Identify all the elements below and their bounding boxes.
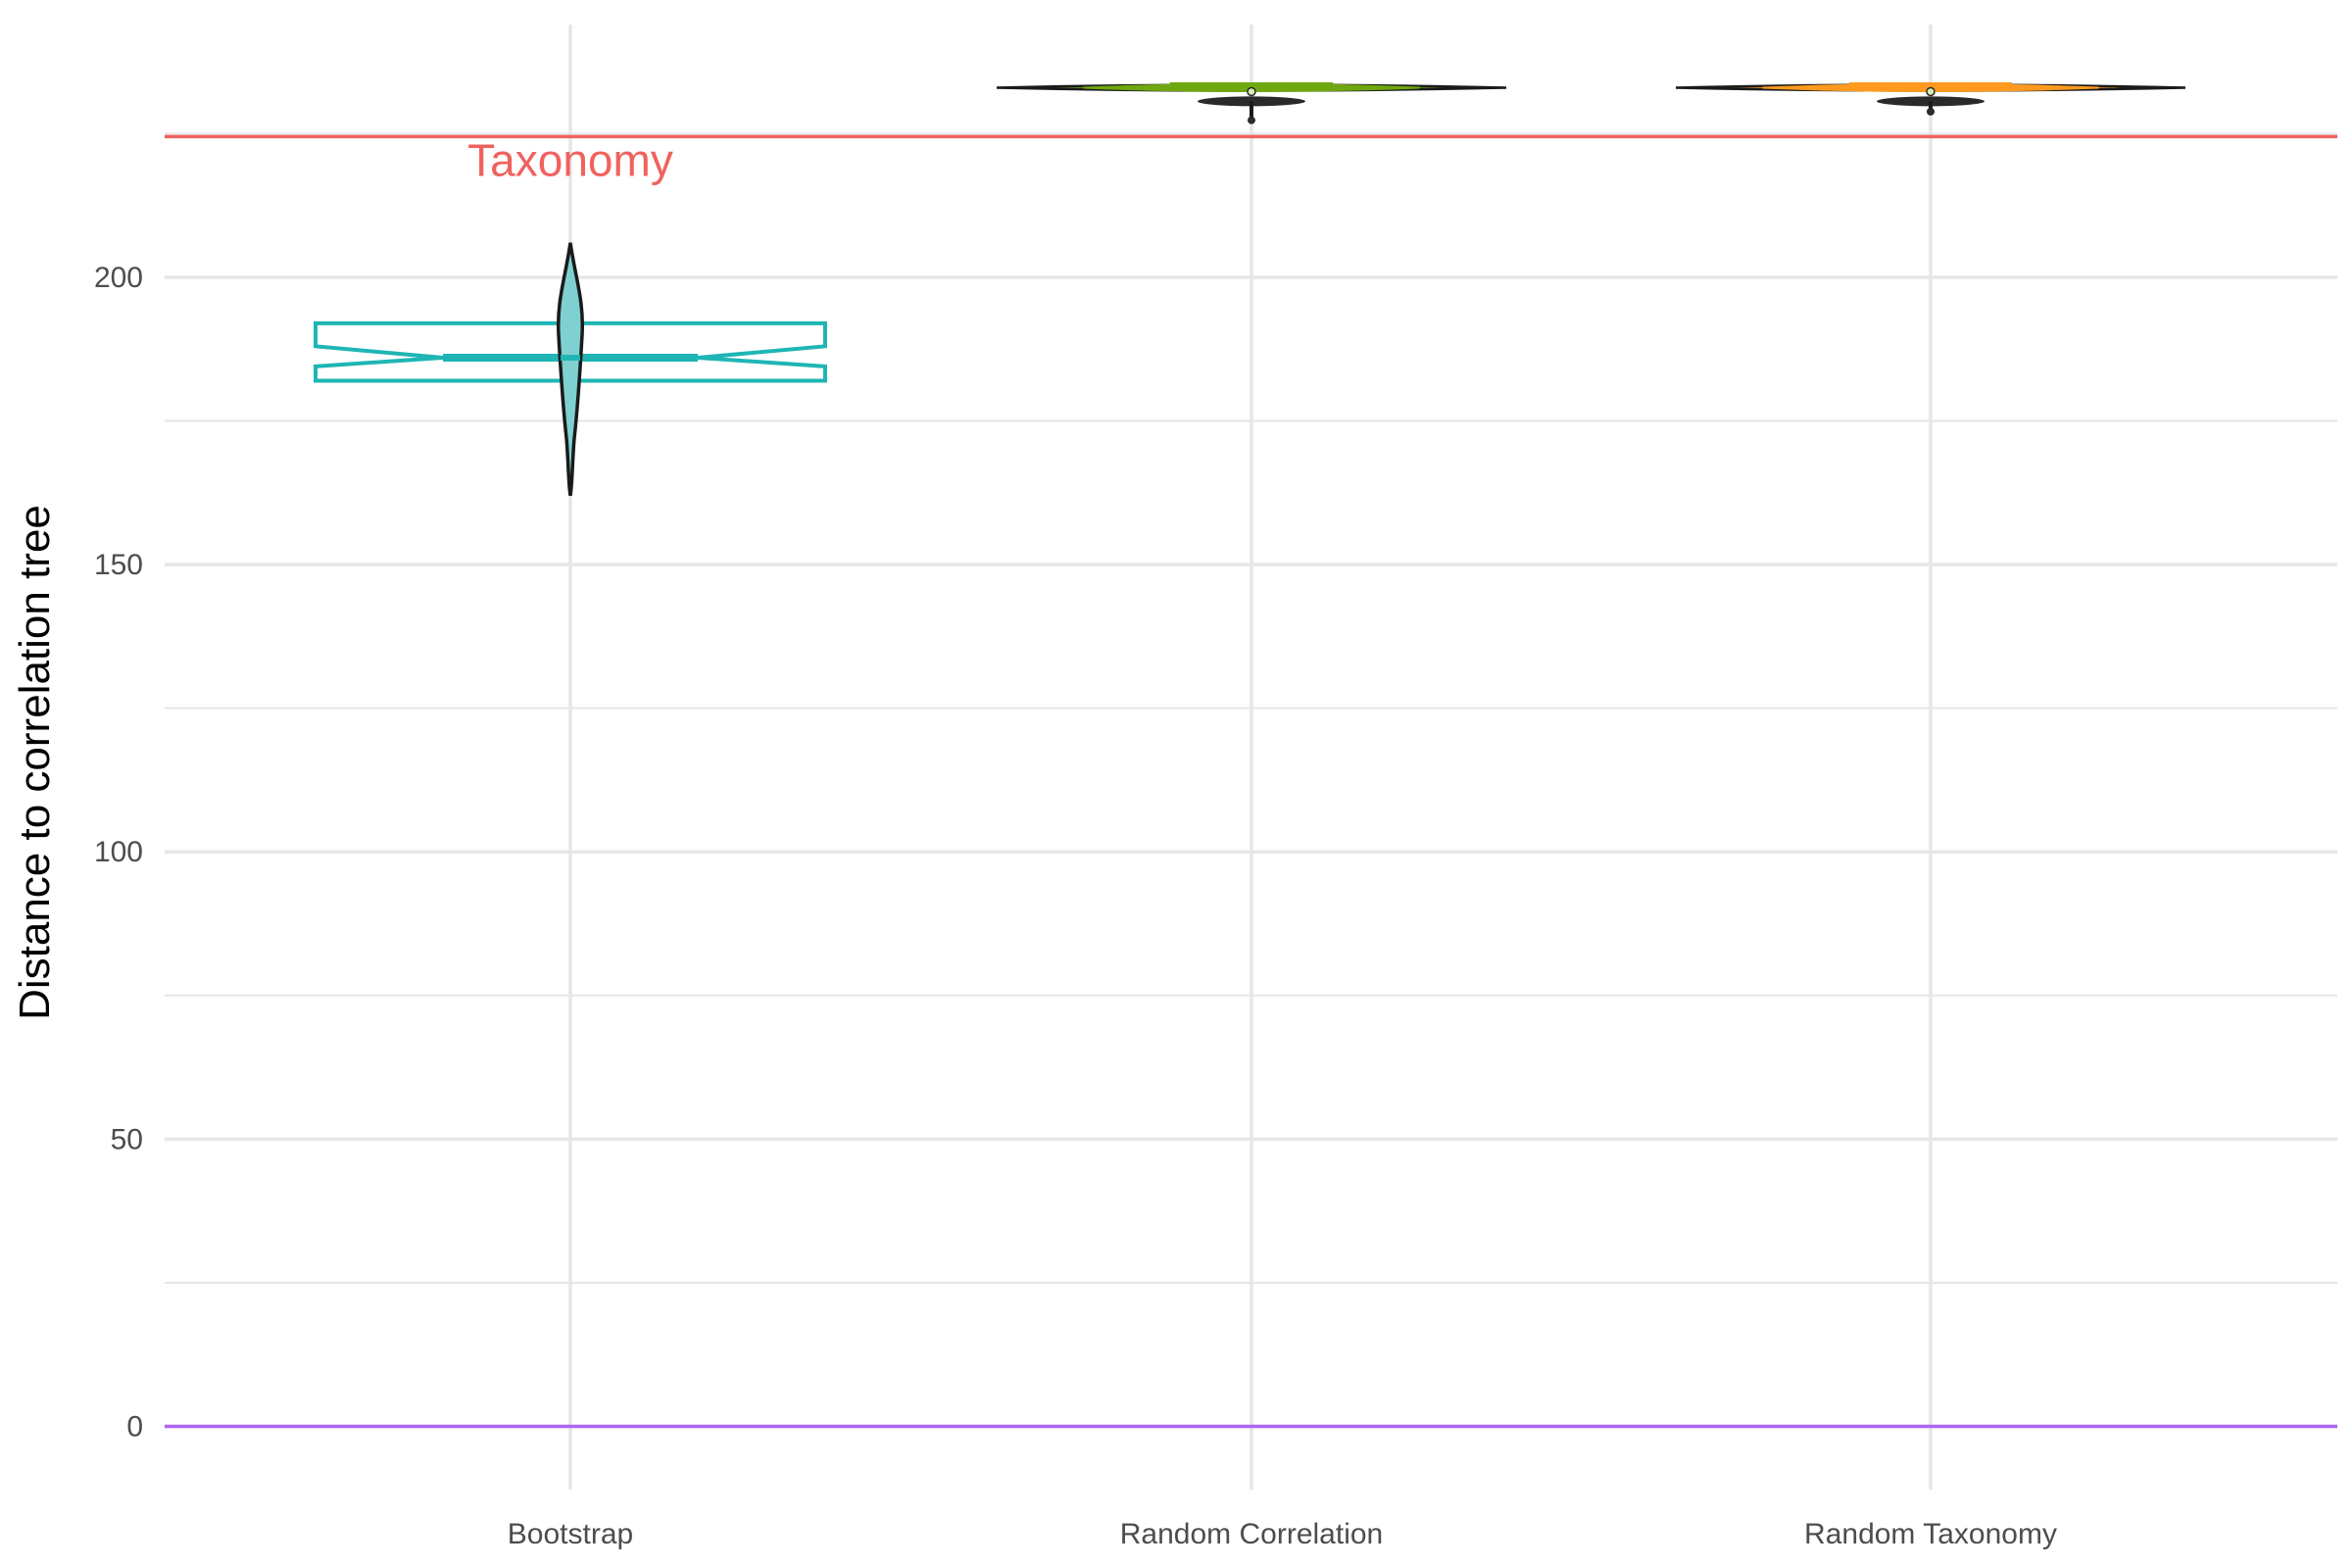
axes: Distance to correlation tree 0 50 100 150 20… [11,262,2057,1550]
y-tick-label: 50 [111,1123,143,1155]
x-tick-label: Random Taxonomy [1804,1518,2057,1550]
outlier-point [1248,116,1255,124]
y-tick-label: 0 [126,1411,143,1444]
y-axis-title: Distance to correlation tree [11,505,59,1020]
y-tick-label: 100 [94,836,143,868]
series-random-correlation [996,81,1507,124]
x-tick-label: Random Correlation [1120,1518,1383,1550]
box [314,320,827,383]
y-tick-label: 150 [94,549,143,581]
series-random-taxonomy [1675,81,2186,116]
violin [556,242,585,497]
grid [165,24,2337,1490]
center-point [1926,86,1936,97]
reference-line-label: Taxonomy [467,134,673,185]
x-tick-label: Bootstrap [508,1518,633,1550]
y-tick-label: 200 [94,262,143,294]
outlier-point [1927,107,1935,116]
plot-area [314,81,2186,497]
center-point [1247,86,1256,97]
series-bootstrap [314,242,827,497]
reference-lines: Taxonomy [165,134,2337,1429]
